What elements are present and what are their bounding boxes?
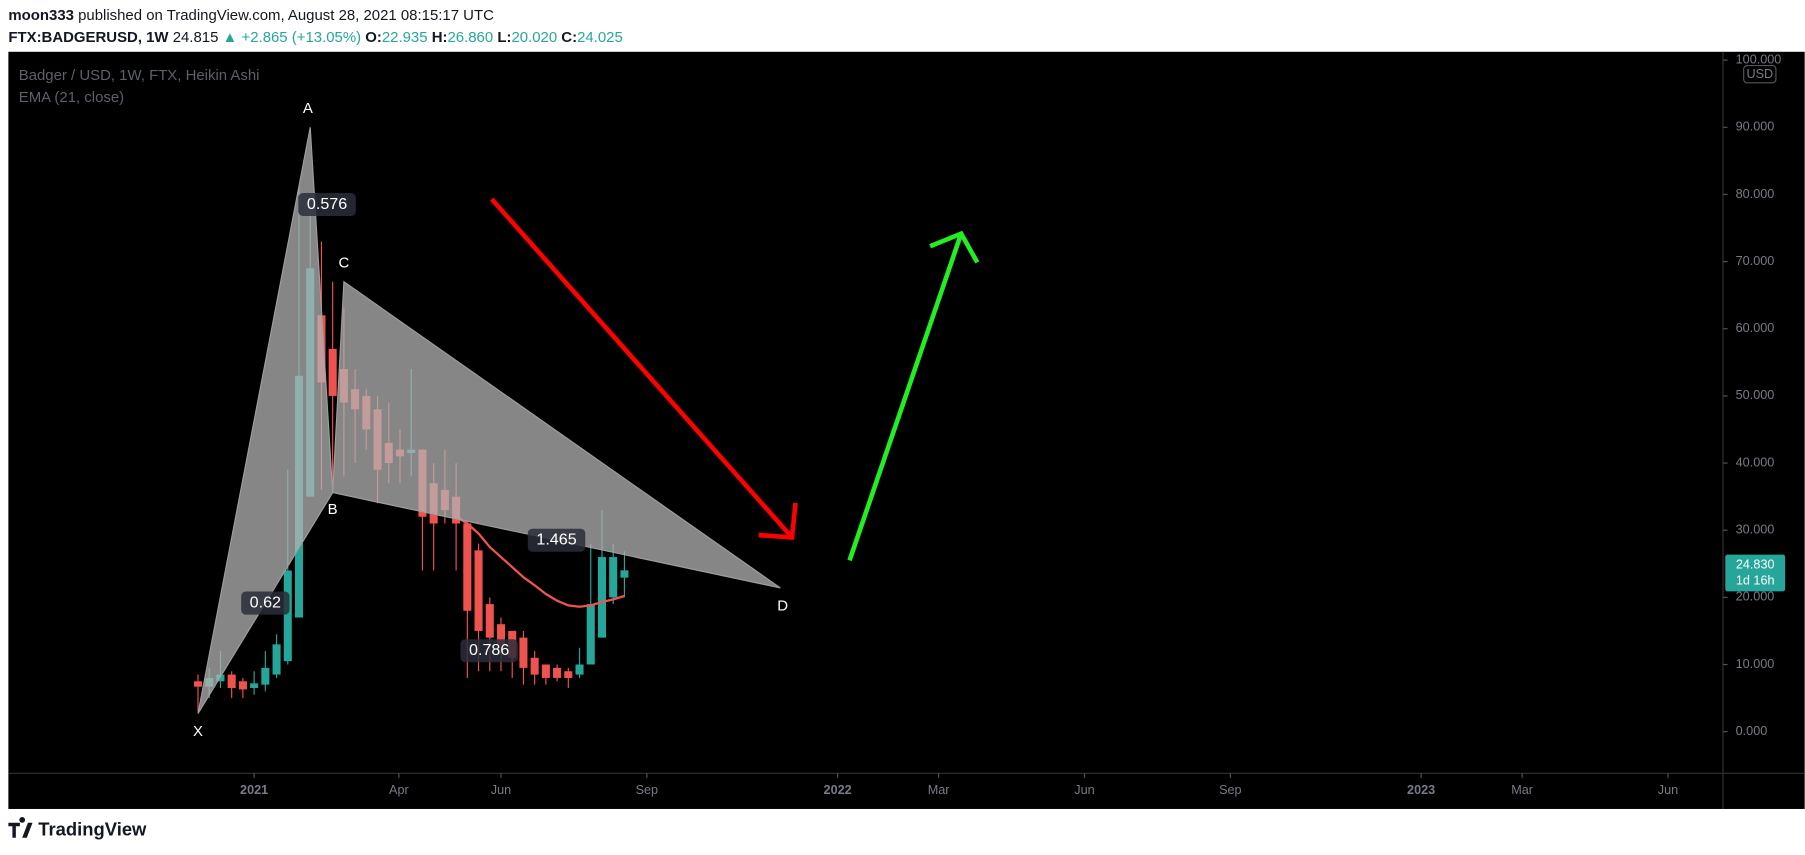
ratio-label: 0.786 [469, 641, 509, 659]
ohlc-value: 20.020 [511, 29, 557, 46]
candle-body [193, 681, 203, 687]
candle-body [553, 667, 562, 678]
overlay: X A B C D 0.576 0.62 0.786 1.465 [193, 100, 788, 740]
candle-body [474, 550, 483, 631]
ratio-box [241, 591, 290, 615]
candle-body [283, 570, 292, 662]
x-tick-label: Sep [636, 783, 658, 797]
ohlc-key: L: [497, 29, 511, 46]
legend-title: Badger / USD, 1W, FTX, Heikin Ashi [19, 67, 260, 84]
candle-body [530, 657, 539, 675]
symbol: FTX:BADGERUSD, 1W [8, 29, 169, 46]
y-tick-label: 40.000 [1736, 455, 1775, 469]
pattern-point-label: A [303, 100, 313, 117]
ratio-box [527, 528, 586, 552]
candle-body [485, 604, 494, 638]
y-tick-label: 100.000 [1736, 52, 1782, 66]
change-arrow: ▲ [223, 29, 238, 46]
last-price: 24.830 [1736, 557, 1775, 571]
candle-body [227, 674, 236, 689]
y-tick-label: 30.000 [1736, 523, 1775, 537]
y-tick-label: 70.000 [1736, 254, 1775, 268]
published: published on TradingView.com, August 28,… [78, 7, 494, 24]
ohlc-key: C: [561, 29, 577, 46]
x-tick-label: Mar [1511, 783, 1533, 797]
candle-body [238, 681, 247, 690]
author: moon333 [8, 7, 74, 24]
x-tick-label: Sep [1219, 783, 1242, 797]
change: +2.865 (+13.05%) [242, 29, 362, 46]
symbol-line: FTX:BADGERUSD, 1W 24.815 ▲ +2.865 (+13.0… [8, 29, 622, 46]
ratio-label: 0.576 [307, 195, 347, 213]
pattern-point-label: X [193, 723, 203, 740]
countdown: 1d 16h [1736, 573, 1775, 587]
x-tick-label: 2021 [240, 783, 268, 797]
down-arrow-head [758, 502, 798, 540]
pattern-point-label: B [328, 501, 338, 518]
legend-ema: EMA (21, close) [19, 89, 124, 106]
candle-body [564, 671, 573, 678]
y-tick-label: 50.000 [1736, 388, 1775, 402]
x-tick-label: Jun [491, 783, 511, 797]
brand-name: TradingView [38, 819, 147, 840]
pattern-point-label: D [777, 597, 788, 614]
candle-body [328, 348, 337, 396]
ohlc-key: O: [365, 29, 382, 46]
candle-body [272, 644, 281, 675]
ohlc-value: 24.025 [577, 29, 623, 46]
ratio-box [298, 193, 356, 217]
candle-body [216, 674, 225, 682]
x-tick-label: Apr [389, 783, 409, 797]
candle-body [597, 557, 607, 638]
y-tick-label: 80.000 [1736, 187, 1775, 201]
ohlc-key: H: [432, 29, 448, 46]
candle-body [250, 683, 259, 689]
y-tick-label: 0.000 [1736, 724, 1768, 738]
y-tick-label: 90.000 [1736, 120, 1775, 134]
currency: USD [1746, 67, 1773, 81]
down-arrow [489, 197, 794, 539]
y-tick-label: 10.000 [1736, 657, 1775, 671]
candle-body [575, 664, 584, 675]
ohlc-value: 22.935 [382, 29, 428, 46]
brand: TradingView [8, 817, 147, 840]
ratio-box [460, 639, 518, 663]
candle-body [496, 624, 506, 645]
up-arrow [847, 232, 964, 562]
up-arrow-head [929, 230, 980, 264]
ratio-label: 0.62 [250, 593, 281, 611]
y-tick-label: 60.000 [1736, 321, 1775, 335]
last-price-box [1725, 554, 1786, 592]
ratio-label: 1.465 [536, 531, 576, 549]
header-line: moon333 published on TradingView.com, Au… [8, 7, 494, 24]
x-tick-label: Mar [928, 783, 950, 797]
candle-body [541, 664, 550, 678]
y-tick-label: 20.000 [1736, 590, 1775, 604]
candle-body [586, 604, 595, 665]
pattern-point-label: C [338, 254, 349, 271]
brand-logo [8, 817, 33, 838]
currency-box [1743, 65, 1777, 84]
ema-line [455, 515, 625, 608]
x-tick-label: Jun [1658, 783, 1678, 797]
x-tick-label: 2023 [1407, 783, 1435, 797]
last: 24.815 [173, 29, 219, 46]
candle-body [261, 667, 270, 685]
x-tick-label: 2022 [824, 783, 852, 797]
candle-body [620, 570, 629, 578]
candle-body [463, 523, 472, 611]
ohlc-value: 26.860 [447, 29, 493, 46]
candle-body [609, 557, 618, 598]
candle-body [519, 637, 528, 668]
x-tick-label: Jun [1074, 783, 1094, 797]
